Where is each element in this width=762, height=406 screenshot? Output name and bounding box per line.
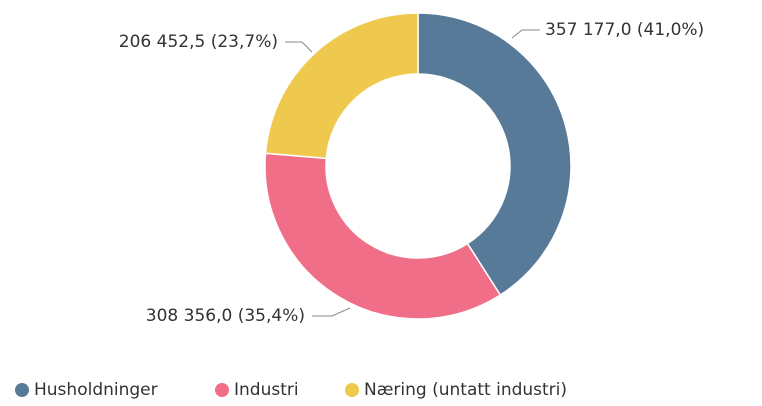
donut-slice [417,12,572,297]
leader-line [285,41,313,53]
donut-slice [264,152,502,320]
legend-marker [215,383,229,397]
data-label: 308 356,0 (35,4%) [146,306,305,326]
legend-marker [345,383,359,397]
leader-line [312,307,351,317]
legend-label: Husholdninger [34,380,158,400]
donut-slice [264,12,419,160]
legend-label: Næring (untatt industri) [364,380,567,400]
leader-line [511,29,540,39]
data-label: 357 177,0 (41,0%) [545,20,704,40]
legend-marker [15,383,29,397]
legend-label: Industri [234,380,299,400]
data-label: 206 452,5 (23,7%) [119,32,278,52]
